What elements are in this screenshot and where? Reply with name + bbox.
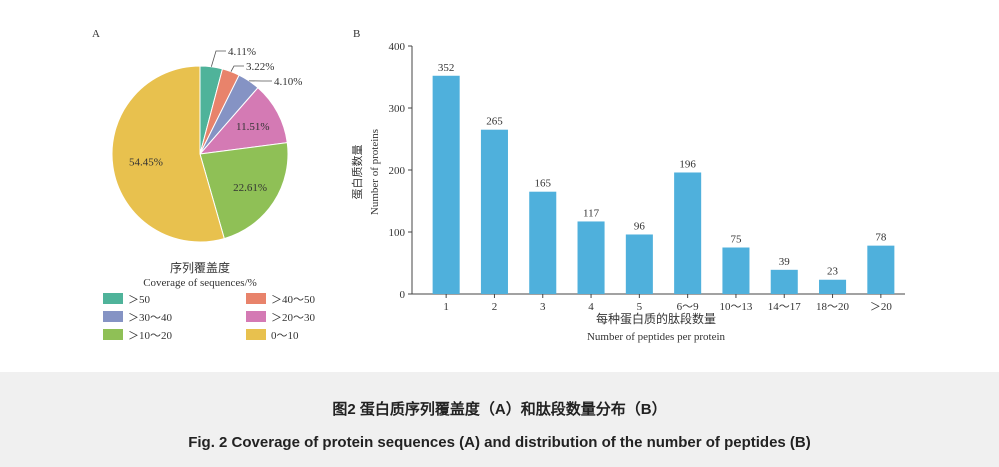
y-tick-label: 300 (389, 103, 406, 115)
pie-leader-line (210, 50, 226, 67)
legend-label: ＞40～50 (271, 294, 315, 306)
bar (577, 221, 605, 294)
panel-label-b: B (353, 28, 360, 40)
x-tick-label: 2 (492, 301, 498, 313)
legend-swatch (103, 293, 123, 304)
bar (722, 247, 750, 294)
y-tick-label: 100 (389, 227, 406, 239)
bar-data-label: 265 (486, 116, 503, 128)
figure-canvas: A 4.11% 3.22%4.10% 11.51% 22.61% 54.45% 序列覆盖… (92, 28, 905, 343)
bar (480, 129, 508, 294)
y-tick-label: 400 (389, 41, 406, 53)
legend-label: 0～10 (271, 330, 299, 342)
legend-label: ＞10～20 (128, 330, 172, 342)
pie-labels: 4.11% 3.22%4.10% 11.51% 22.61% 54.45% (129, 46, 302, 194)
bar-data-label: 75 (730, 234, 742, 246)
bar-data-label: 23 (827, 266, 839, 278)
pie-slice (199, 142, 289, 240)
bar (819, 279, 847, 294)
pie-title: 序列覆盖度 (170, 260, 230, 275)
x-tick-label: 3 (540, 301, 546, 313)
legend-label: ＞30～40 (128, 312, 172, 324)
legend-label: ＞50 (128, 294, 150, 306)
y-tick-label: 0 (400, 289, 406, 301)
x-tick-label: 5 (637, 301, 643, 313)
bar-data-label: 352 (438, 62, 455, 74)
legend-swatch (246, 293, 266, 304)
bar (625, 234, 653, 294)
legend-swatch (103, 329, 123, 340)
pie-legend: ＞50 ＞40～50 ＞30～40 ＞20～30 ＞10～20 0～10 (103, 293, 315, 342)
pie-slice-label: 3.22% (246, 61, 274, 73)
pie-leader-line (230, 65, 244, 72)
pie-slice-label: 54.45% (129, 157, 163, 169)
pie-slice (198, 87, 288, 155)
bar-data-label: 39 (779, 256, 791, 268)
caption-english: Fig. 2 Coverage of protein sequences (A)… (188, 434, 811, 451)
x-axis-label: 每种蛋白质的肽段数量 (596, 311, 716, 326)
pie-slice-label: 4.11% (228, 46, 256, 58)
bar (674, 172, 702, 294)
y-axis-label-en: Number of proteins (369, 129, 381, 215)
bar-data-label: 165 (535, 178, 552, 190)
x-axis-label-en: Number of peptides per protein (587, 331, 726, 343)
legend-swatch (246, 311, 266, 322)
figure: A 4.11% 3.22% 4.10% 11.51% 22.61% 54.45% 序列覆盖… (92, 28, 905, 343)
x-tick-label: 14～17 (768, 301, 801, 313)
bar-data-label: 96 (634, 220, 646, 232)
x-tick-label: 18～20 (816, 301, 849, 313)
pie-slice-label: 22.61% (233, 182, 267, 194)
bar (867, 245, 895, 294)
panel-label-a: A (92, 28, 100, 40)
legend-label: ＞20～30 (271, 312, 315, 324)
legend-swatch (246, 329, 266, 340)
x-tick-label: 4 (588, 301, 594, 313)
x-tick-label: 1 (443, 301, 449, 313)
bar-panel: B 蛋白质数量 Number of proteins 0 100 200 300 400… (350, 28, 905, 343)
bar-data-label: 196 (679, 158, 696, 170)
pie-slice-label: 11.51% (236, 121, 270, 133)
x-tick-label: ＞20 (870, 301, 892, 313)
caption-band: 图2 蛋白质序列覆盖度（A）和肽段数量分布（B） Fig. 2 Coverage… (0, 372, 999, 467)
pie-subtitle: Coverage of sequences/% (143, 277, 257, 289)
caption-chinese: 图2 蛋白质序列覆盖度（A）和肽段数量分布（B） (332, 401, 667, 418)
y-axis-label: 蛋白质数量 (350, 145, 364, 200)
pie-slice (111, 65, 225, 243)
pie-panel: A 4.11% 3.22%4.10% 11.51% 22.61% 54.45% 序列覆盖… (92, 28, 315, 342)
bar-data-label: 78 (875, 232, 887, 244)
legend-swatch (103, 311, 123, 322)
x-tick-label: 10～13 (719, 301, 752, 313)
bar (770, 269, 798, 294)
y-tick-label: 200 (389, 165, 406, 177)
pie-slices (111, 65, 289, 243)
pie-slice-label: 4.10% (274, 76, 302, 88)
bar-data-label: 117 (583, 207, 600, 219)
x-tick-label: 6～9 (677, 301, 699, 313)
bar (529, 191, 557, 294)
bar (432, 75, 460, 294)
bar-series: 352 265 165 117 96 196 75 39 23 78 (432, 62, 895, 294)
